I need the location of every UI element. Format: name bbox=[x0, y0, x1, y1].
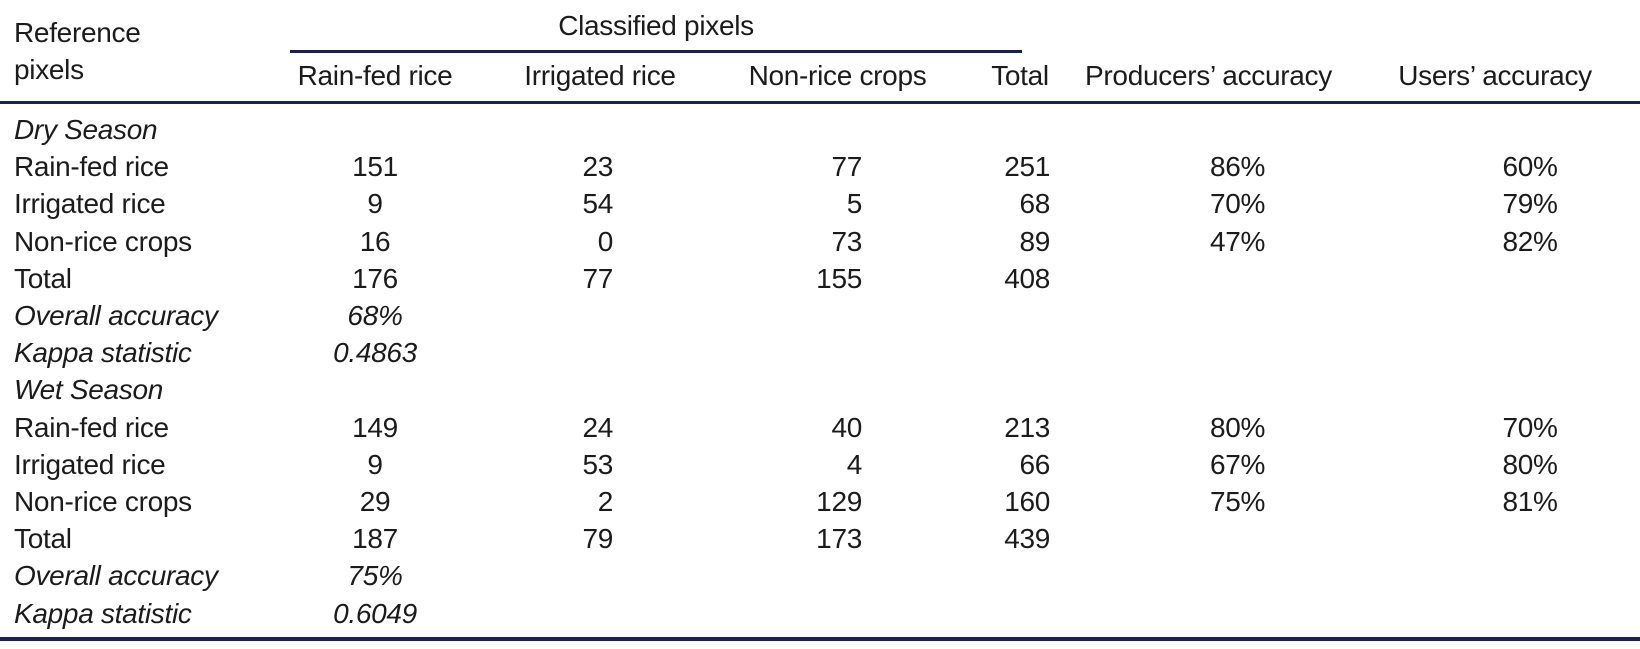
cell-non-rice: 73 bbox=[831, 225, 862, 257]
cell-producers-accuracy: 75% bbox=[1209, 486, 1266, 518]
cell-total: 66 bbox=[1019, 448, 1051, 480]
cell-producers-accuracy: 70% bbox=[1209, 188, 1266, 220]
cell-producers-accuracy: 80% bbox=[1209, 411, 1266, 443]
cell-non-rice: 40 bbox=[831, 411, 862, 443]
producers-accuracy-header: Producers’ accuracy bbox=[1085, 0, 1332, 104]
cell-non-rice: 155 bbox=[816, 262, 862, 294]
overall-accuracy-value: 75% bbox=[347, 560, 403, 592]
cell-irrigated: 53 bbox=[582, 448, 613, 480]
cell-producers-accuracy: 47% bbox=[1209, 225, 1266, 257]
cell-rain-fed: 149 bbox=[352, 411, 398, 443]
kappa-statistic-row: Kappa statistic 0.4863 bbox=[0, 334, 1640, 371]
season-label: Dry Season bbox=[14, 114, 158, 145]
cell-non-rice: 173 bbox=[816, 523, 862, 555]
row-label: Irrigated rice bbox=[14, 188, 166, 220]
cell-users-accuracy: 80% bbox=[1502, 448, 1558, 480]
cell-users-accuracy: 70% bbox=[1502, 411, 1558, 443]
cell-irrigated: 0 bbox=[597, 225, 614, 257]
overall-accuracy-row: Overall accuracy 75% bbox=[0, 557, 1640, 594]
season-label: Wet Season bbox=[14, 374, 164, 406]
data-row: Irrigated rice 9 53 4 66 67% 80% bbox=[0, 446, 1640, 483]
overall-accuracy-value: 68% bbox=[347, 300, 403, 332]
cell-irrigated: 23 bbox=[582, 151, 613, 183]
cell-total: 68 bbox=[1019, 188, 1051, 220]
cell-rain-fed: 176 bbox=[352, 262, 398, 294]
data-row: Non-rice crops 29 2 129 160 75% 81% bbox=[0, 483, 1640, 520]
overall-accuracy-row: Overall accuracy 68% bbox=[0, 297, 1640, 334]
cell-total: 89 bbox=[1019, 225, 1051, 257]
cell-rain-fed: 16 bbox=[359, 225, 391, 257]
cell-non-rice: 5 bbox=[846, 188, 863, 220]
column-header-non-rice-crops: Non-rice crops bbox=[740, 53, 935, 104]
cell-total: 439 bbox=[1004, 523, 1051, 555]
total-row: Total 176 77 155 408 bbox=[0, 260, 1640, 297]
row-label: Rain-fed rice bbox=[14, 151, 169, 183]
cell-irrigated: 54 bbox=[582, 188, 613, 220]
kappa-value: 0.4863 bbox=[333, 337, 417, 369]
cell-producers-accuracy: 86% bbox=[1209, 151, 1266, 183]
cell-users-accuracy: 82% bbox=[1502, 225, 1558, 257]
cell-rain-fed: 9 bbox=[367, 188, 383, 220]
cell-users-accuracy: 60% bbox=[1502, 151, 1558, 183]
users-accuracy-header: Users’ accuracy bbox=[1320, 0, 1640, 104]
row-label: Kappa statistic bbox=[14, 337, 192, 369]
cell-users-accuracy: 81% bbox=[1502, 486, 1558, 518]
classified-pixels-group-header: Classified pixels bbox=[290, 0, 1085, 53]
cell-producers-accuracy: 67% bbox=[1209, 448, 1266, 480]
data-row: Rain-fed rice 149 24 40 213 80% 70% bbox=[0, 409, 1640, 446]
header-row-columns: Rain-fed rice Irrigated rice Non-rice cr… bbox=[0, 53, 1640, 104]
season-row: Dry Season bbox=[0, 103, 1640, 149]
row-label: Irrigated rice bbox=[14, 448, 166, 480]
cell-total: 213 bbox=[1004, 411, 1051, 443]
data-row: Non-rice crops 16 0 73 89 47% 82% bbox=[0, 223, 1640, 260]
cell-irrigated: 24 bbox=[582, 411, 613, 443]
row-label: Total bbox=[14, 262, 72, 294]
kappa-value: 0.6049 bbox=[333, 597, 417, 629]
total-row: Total 187 79 173 439 bbox=[0, 520, 1640, 557]
cell-total: 408 bbox=[1004, 262, 1051, 294]
data-row: Rain-fed rice 151 23 77 251 86% 60% bbox=[0, 148, 1640, 185]
row-label: Overall accuracy bbox=[14, 300, 218, 332]
classified-pixels-spanner-rule: Classified pixels bbox=[290, 0, 1023, 53]
row-label: Overall accuracy bbox=[14, 560, 218, 592]
column-header-irrigated-rice: Irrigated rice bbox=[460, 53, 740, 104]
cell-total: 160 bbox=[1004, 486, 1051, 518]
column-header-total: Total bbox=[935, 53, 1086, 104]
cell-irrigated: 79 bbox=[582, 523, 613, 555]
row-label: Kappa statistic bbox=[14, 597, 192, 629]
column-header-rain-fed-rice: Rain-fed rice bbox=[290, 53, 460, 104]
cell-irrigated: 2 bbox=[597, 486, 614, 518]
cell-total: 251 bbox=[1004, 151, 1051, 183]
row-label: Rain-fed rice bbox=[14, 411, 169, 443]
row-label: Non-rice crops bbox=[14, 486, 192, 518]
cell-non-rice: 4 bbox=[846, 448, 863, 480]
kappa-statistic-row: Kappa statistic 0.6049 bbox=[0, 595, 1640, 639]
row-label: Non-rice crops bbox=[14, 225, 192, 257]
cell-rain-fed: 187 bbox=[352, 523, 398, 555]
cell-users-accuracy: 79% bbox=[1502, 188, 1558, 220]
classified-pixels-label: Classified pixels bbox=[558, 10, 754, 41]
cell-irrigated: 77 bbox=[582, 262, 613, 294]
season-row: Wet Season bbox=[0, 371, 1640, 408]
row-label: Total bbox=[14, 523, 72, 555]
cell-rain-fed: 29 bbox=[359, 486, 391, 518]
header-row-group: Reference pixels Classified pixels Produ… bbox=[0, 0, 1640, 104]
cell-rain-fed: 151 bbox=[352, 151, 398, 183]
reference-pixels-header: Reference pixels bbox=[0, 0, 290, 104]
data-row: Irrigated rice 9 54 5 68 70% 79% bbox=[0, 185, 1640, 222]
cell-non-rice: 129 bbox=[816, 486, 862, 518]
cell-rain-fed: 9 bbox=[367, 448, 383, 480]
cell-non-rice: 77 bbox=[831, 151, 862, 183]
